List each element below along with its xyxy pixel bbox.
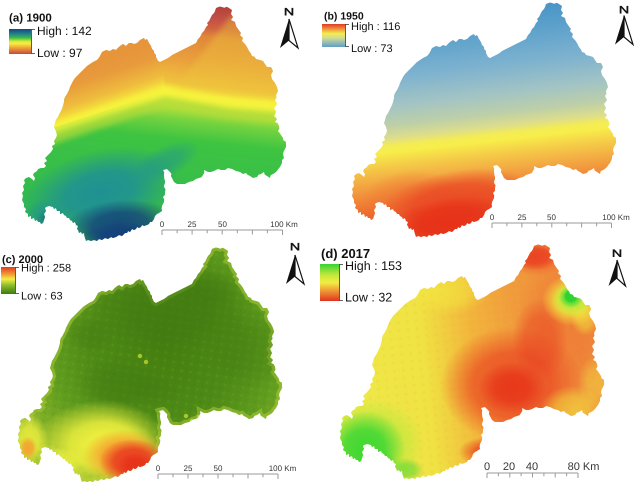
- svg-text:25: 25: [518, 213, 527, 222]
- svg-text:0: 0: [160, 220, 165, 229]
- svg-text:High : 153: High : 153: [345, 259, 402, 273]
- svg-text:Low : 73: Low : 73: [351, 43, 393, 55]
- svg-text:High : 116: High : 116: [351, 21, 400, 33]
- svg-text:0: 0: [490, 213, 495, 222]
- svg-text:50: 50: [214, 464, 223, 473]
- svg-text:(b) 1950: (b) 1950: [324, 11, 364, 23]
- svg-text:20: 20: [503, 461, 515, 473]
- svg-text:80 Km: 80 Km: [568, 461, 600, 473]
- svg-text:25: 25: [184, 464, 193, 473]
- svg-text:0: 0: [156, 464, 161, 473]
- svg-text:100 Km: 100 Km: [269, 464, 297, 473]
- svg-text:Low : 97: Low : 97: [37, 46, 83, 60]
- svg-text:High : 142: High : 142: [37, 24, 92, 38]
- svg-text:40: 40: [526, 461, 538, 473]
- svg-text:(a) 1900: (a) 1900: [9, 13, 52, 25]
- svg-text:(c) 2000: (c) 2000: [2, 254, 43, 266]
- svg-text:(d) 2017: (d) 2017: [321, 246, 370, 261]
- svg-text:25: 25: [188, 220, 197, 229]
- svg-text:High : 258: High : 258: [21, 263, 71, 275]
- svg-text:Low : 63: Low : 63: [21, 291, 63, 303]
- svg-text:100 Km: 100 Km: [270, 220, 298, 229]
- svg-text:50: 50: [218, 220, 227, 229]
- svg-text:100 Km: 100 Km: [602, 213, 630, 222]
- svg-text:50: 50: [547, 213, 556, 222]
- svg-text:Low : 32: Low : 32: [345, 291, 392, 305]
- svg-text:0: 0: [484, 461, 490, 473]
